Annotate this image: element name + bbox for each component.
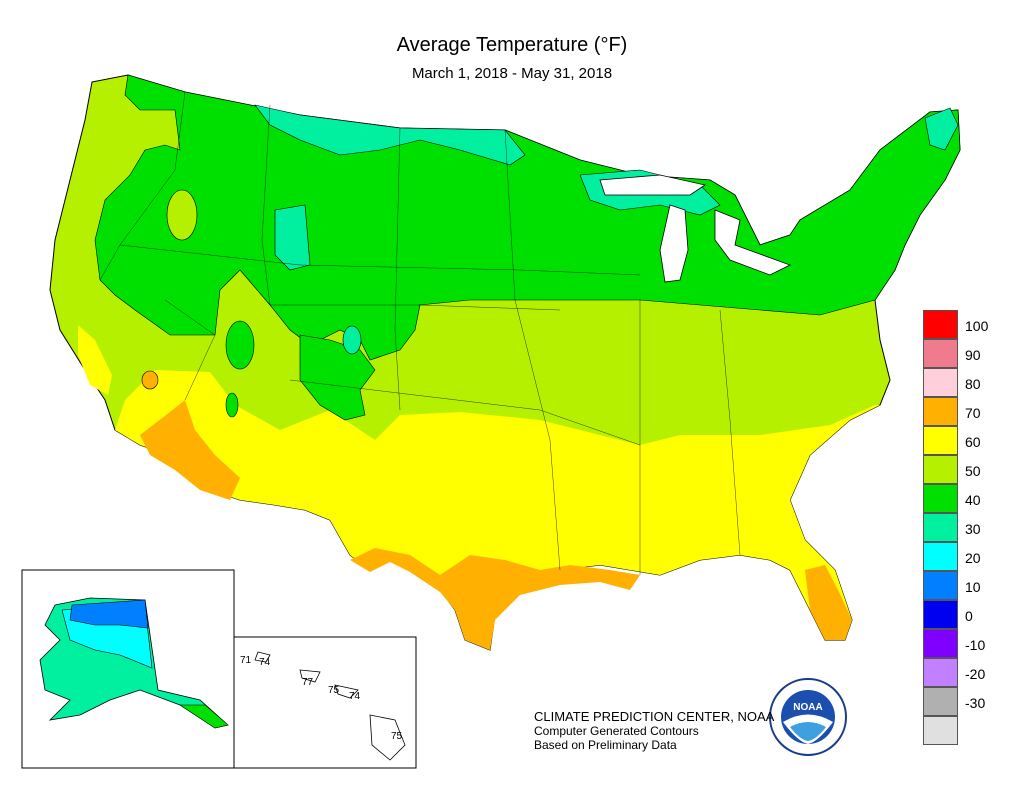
legend-label: 30 — [965, 521, 981, 537]
band-30-40-co — [342, 325, 362, 355]
legend-label: 70 — [965, 405, 981, 421]
lake-michigan — [659, 204, 689, 283]
legend-swatch — [923, 600, 958, 629]
legend-label: 60 — [965, 434, 981, 450]
band-60-70 — [115, 370, 880, 650]
hawaii-inset — [233, 636, 417, 769]
legend-label: 10 — [965, 579, 981, 595]
state-boundaries — [99, 91, 741, 575]
band-30-40-maine — [924, 107, 959, 151]
legend-label: -30 — [965, 695, 986, 711]
noaa-logo-icon: NOAA — [769, 678, 847, 756]
alaska-inset — [21, 569, 235, 769]
legend-swatch — [923, 455, 958, 484]
svg-text:NOAA: NOAA — [793, 702, 822, 713]
band-40-50-nv — [225, 320, 255, 370]
hawaii-label: 71 — [240, 655, 252, 666]
legend-swatch — [923, 368, 958, 397]
legend-swatch — [923, 716, 958, 745]
legend-swatch — [923, 513, 958, 542]
hawaii-label: 75 — [328, 685, 340, 696]
credit-line-2: Computer Generated Contours — [534, 724, 699, 738]
legend-swatch — [923, 687, 958, 716]
band-40-50-north — [94, 74, 961, 361]
legend-label: 90 — [965, 347, 981, 363]
credit-line-1: CLIMATE PREDICTION CENTER, NOAA — [534, 709, 775, 724]
band-30-40-wyoming — [274, 204, 311, 271]
band-50-60-idaho — [166, 189, 198, 241]
credit-line-3: Based on Preliminary Data — [534, 738, 677, 752]
legend-label: -20 — [965, 666, 986, 682]
hawaii-label: 77 — [302, 677, 314, 688]
hawaii-label: 75 — [391, 731, 403, 742]
legend-swatch — [923, 426, 958, 455]
legend-swatch — [923, 339, 958, 368]
band-70-80-ca — [141, 370, 159, 390]
legend-swatch — [923, 397, 958, 426]
map-title: Average Temperature (°F) — [396, 34, 628, 56]
map-subtitle: March 1, 2018 - May 31, 2018 — [411, 65, 613, 82]
credits: CLIMATE PREDICTION CENTER, NOAA Computer… — [534, 709, 775, 753]
legend-label: 0 — [965, 608, 973, 624]
legend-swatch — [923, 484, 958, 513]
legend-label: 80 — [965, 376, 981, 392]
legend-label: -10 — [965, 637, 986, 653]
hawaii-label: 74 — [259, 657, 271, 668]
lake-huron-erie — [714, 209, 792, 276]
legend-label: 50 — [965, 463, 981, 479]
lake-superior — [599, 174, 707, 196]
hawaii-label: 74 — [349, 691, 361, 702]
band-40-50-az — [225, 392, 239, 418]
legend-label: 40 — [965, 492, 981, 508]
legend-label: 20 — [965, 550, 981, 566]
band-60-70-ca — [78, 325, 112, 395]
legend-swatch — [923, 629, 958, 658]
band-70-80-az — [140, 400, 240, 500]
band-70-80-tx — [350, 548, 640, 650]
legend-swatch — [923, 571, 958, 600]
legend-swatch — [923, 310, 958, 339]
legend-label: 100 — [965, 318, 989, 334]
legend-swatch — [923, 542, 958, 571]
band-70-80-fl — [805, 565, 852, 640]
legend-swatch — [923, 658, 958, 687]
